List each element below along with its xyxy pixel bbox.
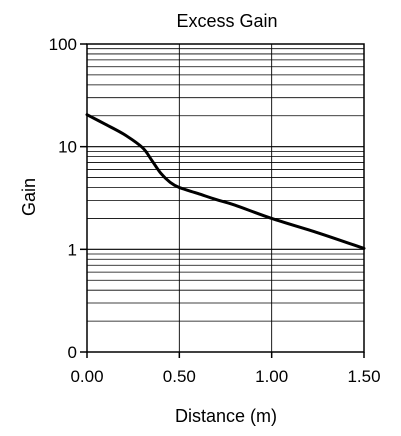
chart-title: Excess Gain [176, 11, 277, 31]
y-axis-title: Gain [19, 178, 39, 216]
series-group [85, 113, 366, 250]
y-tick-label: 1 [68, 240, 77, 259]
gain-series-line [85, 113, 366, 250]
y-tick-label: 10 [58, 138, 77, 157]
y-tick-label: 0 [68, 343, 77, 362]
y-tick-label: 100 [49, 35, 77, 54]
plot-frame-rect [86, 43, 365, 353]
x-axis-title: Distance (m) [175, 406, 277, 426]
grid-lines [87, 44, 364, 352]
x-axis-ticks: 0.00 0.50 1.00 1.50 [70, 352, 381, 386]
y-axis-ticks: 0 1 10 100 [49, 35, 87, 362]
x-tick-label: 1.50 [347, 367, 380, 386]
plot-area-frame [86, 43, 365, 353]
x-tick-label: 0.00 [70, 367, 103, 386]
x-tick-label: 1.00 [255, 367, 288, 386]
x-tick-label: 0.50 [163, 367, 196, 386]
